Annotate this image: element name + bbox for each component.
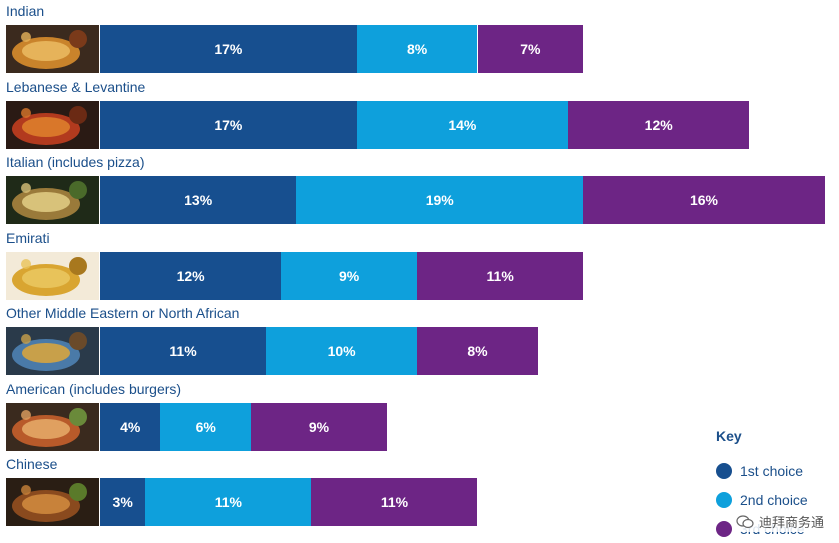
- category-label: Italian (includes pizza): [6, 154, 145, 170]
- legend-item-first: 1st choice: [716, 456, 836, 485]
- bar-segment: 17%: [100, 100, 357, 149]
- bar-segment: 7%: [477, 25, 584, 73]
- category-label: American (includes burgers): [6, 380, 182, 397]
- bar-segment: 12%: [100, 251, 282, 300]
- food-thumbnail: [6, 25, 99, 73]
- bar-value-label: 13%: [184, 192, 213, 208]
- bar-value-label: 14%: [448, 116, 477, 133]
- bar-value-label: 19%: [425, 192, 454, 208]
- bar-segment: 13%: [100, 176, 297, 224]
- bar-value-label: 11%: [380, 494, 409, 510]
- watermark: 迪拜商务通: [732, 511, 827, 532]
- bar-value-label: 8%: [467, 343, 488, 359]
- bar-segment: 6%: [160, 402, 251, 451]
- bar-value-label: 9%: [308, 418, 330, 435]
- category-label: Other Middle Eastern or North African: [6, 305, 240, 321]
- legend-swatch-second: [716, 491, 732, 508]
- bar-segment: 11%: [417, 251, 584, 300]
- wechat-icon: [736, 514, 754, 528]
- bar-value-label: 8%: [406, 41, 428, 57]
- bar-segment: 3%: [100, 478, 146, 526]
- legend-label-second: 2nd choice: [740, 491, 808, 508]
- bar-value-label: 9%: [339, 267, 360, 284]
- bar-segment: 11%: [100, 327, 267, 375]
- bar-value-label: 10%: [327, 343, 356, 359]
- bar-segment: 11%: [145, 478, 312, 526]
- bar-segment: 4%: [100, 402, 161, 451]
- legend-swatch-third: [716, 520, 732, 537]
- bar-value-label: 11%: [486, 267, 514, 284]
- bar-segment: 8%: [356, 25, 478, 73]
- bar-segment: 12%: [568, 100, 750, 149]
- legend-title: Key: [716, 428, 742, 444]
- legend-label-first: 1st choice: [740, 462, 804, 479]
- food-thumbnail: [6, 478, 99, 526]
- food-thumbnail: [6, 100, 99, 149]
- bar-segment: 16%: [583, 176, 825, 224]
- bar-segment: 19%: [296, 176, 584, 224]
- legend-swatch-first: [716, 462, 732, 479]
- legend: Key 1st choice 2nd choice 3rd choice: [716, 428, 836, 543]
- bar-value-label: 17%: [214, 41, 243, 57]
- category-label: Chinese: [6, 456, 58, 472]
- bar-value-label: 11%: [214, 494, 242, 510]
- bar-segment: 11%: [311, 478, 478, 526]
- food-thumbnail: [6, 402, 99, 451]
- food-thumbnail: [6, 176, 99, 224]
- bar-value-label: 6%: [195, 418, 216, 435]
- watermark-text: 迪拜商务通: [758, 515, 824, 530]
- bar-segment: 14%: [356, 100, 569, 149]
- bar-value-label: 12%: [176, 267, 205, 284]
- bar-value-label: 3%: [112, 494, 133, 510]
- bar-value-label: 12%: [644, 116, 673, 133]
- food-thumbnail: [6, 327, 99, 375]
- bar-segment: 10%: [266, 327, 418, 375]
- bar-segment: 9%: [281, 251, 418, 300]
- bar-value-label: 11%: [169, 343, 197, 359]
- bar-segment: 8%: [417, 327, 538, 375]
- bar-segment: 9%: [251, 402, 387, 451]
- category-label: Indian: [6, 3, 45, 19]
- category-label: Emirati: [6, 229, 50, 246]
- bar-value-label: 4%: [120, 418, 141, 435]
- bar-value-label: 16%: [689, 192, 718, 208]
- food-thumbnail: [6, 251, 99, 300]
- bar-value-label: 7%: [520, 41, 541, 57]
- legend-item-second: 2nd choice: [716, 485, 836, 514]
- category-label: Lebanese & Levantine: [6, 78, 146, 95]
- bar-value-label: 17%: [214, 116, 243, 133]
- bar-segment: 17%: [100, 25, 357, 73]
